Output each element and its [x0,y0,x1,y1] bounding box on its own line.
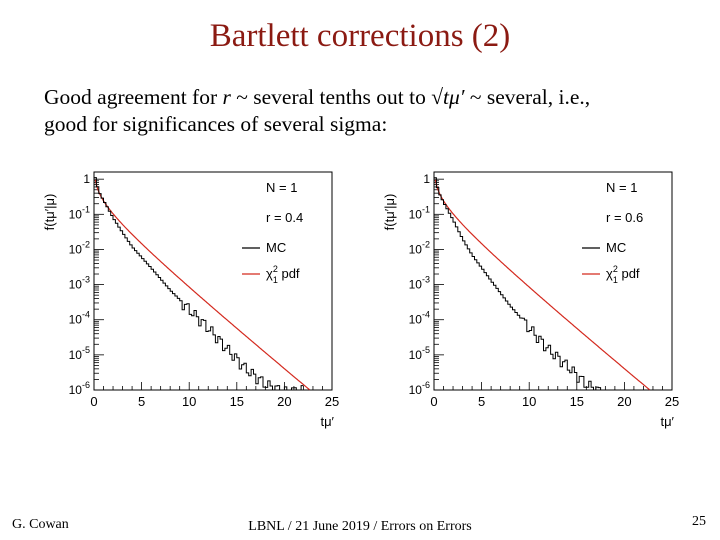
y-tick-label: 10-1 [409,204,430,221]
page-number: 25 [692,514,706,529]
y-tick-label: 10-5 [69,345,90,362]
x-tick-label: 15 [230,394,244,409]
x-tick-label: 20 [277,394,291,409]
body-line-1-prefix: Good agreement for [44,85,223,109]
x-tick-label: 5 [138,394,145,409]
footer-event: LBNL / 21 June 2019 / Errors on Errors [248,519,472,534]
chart-r-0-4: 1 10-1 10-2 10-3 10-4 10-5 10-60 5 10 15 20 25 f(tμ′… [42,171,339,429]
legend-chi2-label: χ2 1 pdf [266,264,300,285]
y-axis-label: f(tμ′|μ) [42,194,57,231]
x-tick-label: 10 [522,394,536,409]
y-tick-label: 10-4 [409,310,430,327]
x-tick-label: 15 [570,394,584,409]
x-tick-label: 10 [182,394,196,409]
legend-chi2-label: χ2 1 pdf [606,264,640,285]
x-tick-label: 5 [478,394,485,409]
plot-frame [433,171,673,391]
plot-r-0-6: 1 10-1 10-2 10-3 10-4 10-5 10-6 0 5 10 15 20 25 f(tμ′… [378,160,688,440]
variable-t-mu-prime: tμ′ [443,85,465,109]
legend-entry: N = 1 [266,180,297,195]
y-tick-label: 1 [83,172,90,186]
plot-r-0-4: 1 10-1 10-2 10-3 10-4 10-5 10-6 0 5 10 15 20 25 f(tμ′… [38,160,348,440]
body-line-1: Good agreement for r ~ several tenths ou… [44,84,704,111]
footer-author: G. Cowan [12,517,69,532]
y-tick-label: 10-3 [409,275,430,292]
x-tick-label: 20 [617,394,631,409]
x-tick-label: 25 [325,394,339,409]
y-tick-label: 10-2 [69,239,90,256]
y-axis-label: f(tμ′|μ) [382,194,397,231]
x-axis-label: tμ′ [660,414,674,429]
legend-mc-label: MC [266,240,286,255]
y-tick-label: 10-6 [409,380,430,397]
slide-title: Bartlett corrections (2) [209,18,511,54]
x-axis-label: tμ′ [320,414,334,429]
legend-mc-label: MC [606,240,626,255]
legend-entry: r = 0.4 [266,210,303,225]
body-line-2: good for significances of several sigma: [44,112,388,136]
y-tick-label: 10-4 [69,310,90,327]
y-tick-label: 10-5 [409,345,430,362]
body-line-1-middle: ~ several tenths out to √ [230,85,443,109]
slide-body-text: Good agreement for r ~ several tenths ou… [44,84,704,138]
y-tick-label: 10-2 [409,239,430,256]
x-tick-label: 25 [665,394,679,409]
plot-frame [93,171,333,391]
x-tick-label: 0 [90,394,97,409]
y-tick-label: 1 [423,172,430,186]
mc-histogram [434,177,606,391]
x-tick-label: 0 [430,394,437,409]
y-tick-label: 10-6 [69,380,90,397]
variable-r: r [222,85,231,109]
y-tick-label: 10-1 [69,204,90,221]
chi2-pdf-curve [94,179,310,391]
y-tick-label: 10-3 [69,275,90,292]
chart-r-0-6: 1 10-1 10-2 10-3 10-4 10-5 10-60 5 10 15 20 25 f(tμ′… [382,171,679,429]
mc-histogram [94,177,304,391]
body-line-1-suffix: ~ several, i.e., [464,85,591,109]
chi2-pdf-curve [434,179,650,391]
legend-entry: r = 0.6 [606,210,643,225]
legend-entry: N = 1 [606,180,637,195]
